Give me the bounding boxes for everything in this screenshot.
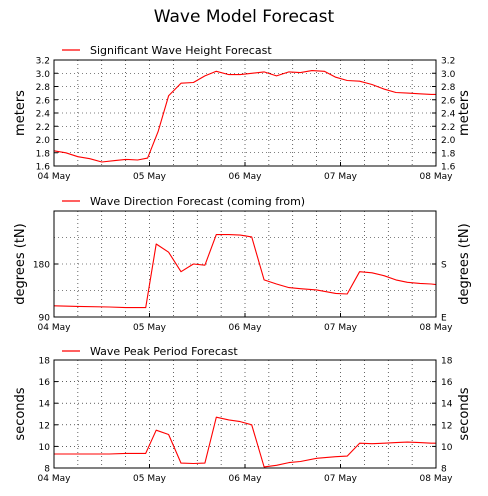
y-tick-label-right: S	[441, 261, 447, 271]
series-line	[53, 70, 436, 163]
x-tick-label: 08 May	[420, 474, 454, 484]
x-tick-label: 05 May	[133, 474, 167, 484]
legend-label: Wave Direction Forecast (coming from)	[90, 195, 305, 208]
x-tick-label: 08 May	[420, 323, 454, 333]
x-tick-label: 07 May	[324, 474, 358, 484]
y-tick-label-left: 16	[39, 378, 51, 388]
y-tick-label-right: 10	[441, 443, 453, 453]
y-tick-label-right: 12	[441, 421, 452, 431]
y-tick-label-right: 8	[441, 465, 447, 475]
y-tick-label-left: 2.8	[36, 83, 51, 93]
legend-label: Wave Peak Period Forecast	[90, 345, 238, 358]
y-tick-label-left: 90	[39, 314, 51, 324]
y-tick-label-left: 3.2	[36, 57, 50, 67]
y-axis-label-right: degrees (tN)	[457, 223, 472, 304]
x-tick-label: 07 May	[324, 323, 358, 333]
x-tick-label: 06 May	[229, 323, 263, 333]
y-tick-label-right: 2.4	[441, 110, 456, 120]
y-tick-label-left: 8	[44, 465, 50, 475]
y-tick-label-left: 180	[33, 261, 50, 271]
y-axis-label-left: meters	[13, 90, 28, 136]
series-line	[54, 416, 436, 468]
x-tick-label: 04 May	[38, 172, 72, 182]
y-tick-label-right: 16	[441, 378, 453, 388]
x-tick-label: 08 May	[420, 172, 454, 182]
legend-label: Significant Wave Height Forecast	[90, 44, 272, 57]
y-tick-label-right: 18	[441, 357, 453, 367]
chart-panel-3: 8 8 10 10 12 12 14 14 16 16 18 18 04 May 05 May 06 May…	[13, 345, 472, 484]
x-tick-label: 06 May	[229, 172, 263, 182]
y-tick-label-left: 3.0	[36, 70, 51, 80]
y-tick-label-right: 2.8	[441, 83, 456, 93]
x-tick-label: 06 May	[229, 474, 263, 484]
y-tick-label-right: E	[441, 314, 447, 324]
y-tick-label-left: 10	[39, 443, 51, 453]
y-tick-label-left: 2.0	[36, 136, 51, 146]
y-axis-label-left: degrees (tN)	[13, 223, 28, 304]
y-tick-label-right: 2.6	[441, 96, 456, 106]
y-axis-label-left: seconds	[13, 387, 28, 440]
y-tick-label-left: 12	[39, 421, 50, 431]
chart-panel-1: 1.6 1.6 1.8 1.8 2.0 2.0 2.2 2.2 2.4 2.4 2.6 2.6 2.8 2…	[13, 44, 472, 182]
y-tick-label-right: 3.0	[441, 70, 456, 80]
y-axis-label-right: meters	[457, 90, 472, 136]
y-tick-label-left: 2.6	[36, 96, 51, 106]
y-tick-label-right: 1.6	[441, 163, 456, 173]
y-axis-label-right: seconds	[457, 387, 472, 440]
y-tick-label-left: 2.4	[36, 110, 51, 120]
series-line	[53, 234, 437, 309]
chart-panel-2: 90 E 180 S 04 May 05 May 06 May 07 May 08 May deg…	[13, 195, 472, 333]
y-tick-label-left: 14	[39, 400, 51, 410]
chart-title: Wave Model Forecast	[153, 7, 335, 27]
x-tick-label: 04 May	[38, 323, 72, 333]
x-tick-label: 07 May	[324, 172, 358, 182]
x-tick-label: 05 May	[133, 323, 167, 333]
x-tick-label: 05 May	[133, 172, 167, 182]
y-tick-label-left: 1.8	[36, 149, 51, 159]
y-tick-label-right: 14	[441, 400, 453, 410]
y-tick-label-right: 2.0	[441, 136, 456, 146]
y-tick-label-left: 2.2	[36, 123, 50, 133]
y-tick-label-left: 18	[39, 357, 51, 367]
y-tick-label-right: 3.2	[441, 57, 455, 67]
y-tick-label-right: 1.8	[441, 149, 456, 159]
x-tick-label: 04 May	[38, 474, 72, 484]
y-tick-label-left: 1.6	[36, 163, 51, 173]
y-tick-label-right: 2.2	[441, 123, 455, 133]
